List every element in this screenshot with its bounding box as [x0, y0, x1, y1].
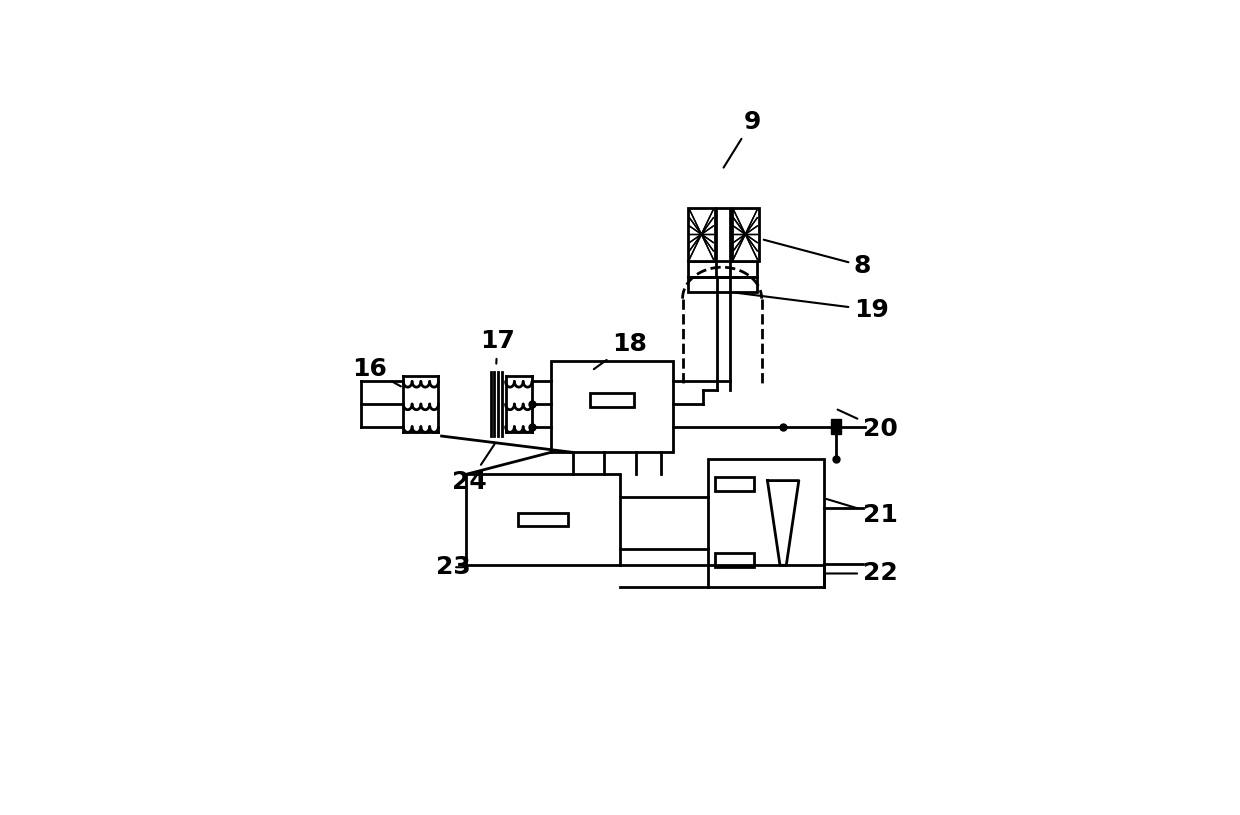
- Bar: [715, 553, 754, 566]
- Bar: [551, 361, 673, 452]
- Text: 24: 24: [453, 444, 495, 494]
- Text: 16: 16: [352, 357, 401, 386]
- Bar: [688, 276, 756, 293]
- Text: 20: 20: [837, 410, 898, 441]
- Bar: [590, 393, 634, 407]
- Bar: [708, 459, 823, 588]
- Bar: [688, 208, 715, 261]
- Text: 19: 19: [735, 293, 889, 322]
- Text: 9: 9: [724, 110, 761, 168]
- Bar: [688, 261, 756, 276]
- Bar: [732, 208, 759, 261]
- Bar: [831, 419, 841, 434]
- Text: 21: 21: [826, 499, 898, 527]
- Bar: [715, 478, 754, 491]
- Text: 8: 8: [764, 240, 872, 278]
- Text: 23: 23: [436, 555, 471, 579]
- Text: 17: 17: [480, 329, 515, 363]
- Text: 22: 22: [827, 562, 898, 585]
- Polygon shape: [768, 481, 799, 566]
- Bar: [466, 474, 620, 566]
- Text: 18: 18: [594, 332, 646, 369]
- Bar: [518, 513, 568, 526]
- Bar: [717, 208, 730, 276]
